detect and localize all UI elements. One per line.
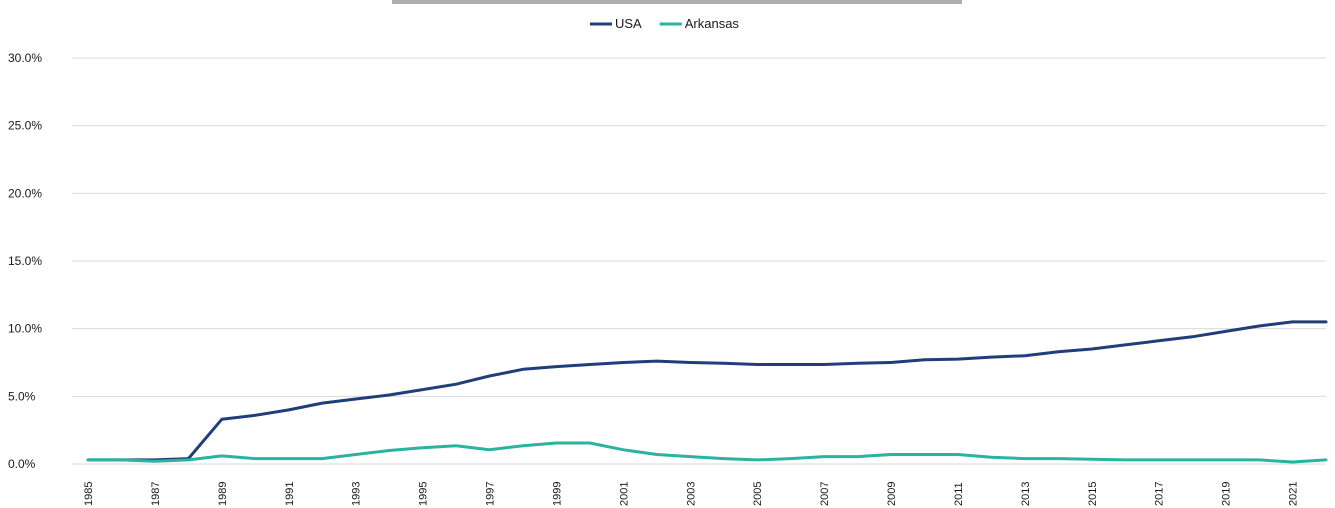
y-tick-label: 15.0% — [8, 254, 42, 268]
x-axis-ticks: 1985 1987 1989 1991 1993 1995 1997 1999 2001 2003… — [83, 482, 1300, 506]
gridlines — [72, 57, 1326, 465]
chart-legend: USA Arkansas — [590, 16, 739, 31]
series-lines — [86, 320, 1328, 464]
x-tick-label: 1991 — [284, 482, 296, 506]
y-tick-label: 10.0% — [8, 322, 42, 336]
x-tick-label: 2001 — [618, 482, 630, 506]
x-tick-label: 1989 — [217, 482, 229, 506]
y-tick-label: 5.0% — [8, 389, 36, 403]
x-tick-label: 2007 — [819, 482, 831, 506]
x-tick-label: 2005 — [752, 482, 764, 506]
y-tick-label: 30.0% — [8, 51, 42, 65]
x-tick-label: 2011 — [953, 482, 965, 506]
y-tick-label: 20.0% — [8, 186, 42, 200]
x-tick-label: 1997 — [485, 482, 497, 506]
y-axis-ticks: 0.0% 5.0% 10.0% 15.0% 20.0% 25.0% 30.0% — [8, 51, 42, 471]
x-tick-label: 2021 — [1288, 482, 1300, 506]
x-tick-label: 1999 — [551, 482, 563, 506]
x-tick-label: 1987 — [150, 482, 162, 506]
x-tick-label: 1985 — [83, 482, 95, 506]
y-tick-label: 25.0% — [8, 119, 42, 133]
cut-off-title-fragment — [392, 0, 962, 4]
series-line-arkansas — [86, 441, 1328, 464]
x-tick-label: 1995 — [418, 482, 430, 506]
x-tick-label: 2015 — [1087, 482, 1099, 506]
x-tick-label: 2013 — [1020, 482, 1032, 506]
series-line-usa — [86, 320, 1328, 462]
x-tick-label: 2017 — [1154, 482, 1166, 506]
x-tick-label: 2003 — [685, 482, 697, 506]
legend-label: USA — [615, 16, 642, 31]
legend-label: Arkansas — [685, 16, 740, 31]
y-tick-label: 0.0% — [8, 457, 36, 471]
x-tick-label: 2009 — [886, 482, 898, 506]
x-tick-label: 1993 — [351, 482, 363, 506]
x-tick-label: 2019 — [1221, 482, 1233, 506]
